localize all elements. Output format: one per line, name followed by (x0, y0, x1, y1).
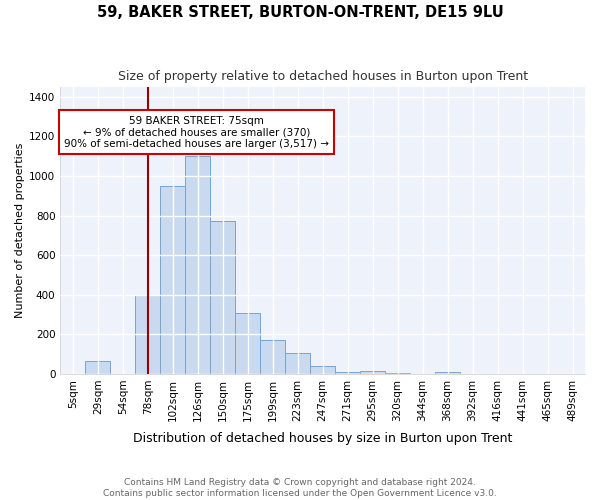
Bar (135, 294, 160, 374)
Text: 59, BAKER STREET, BURTON-ON-TRENT, DE15 9LU: 59, BAKER STREET, BURTON-ON-TRENT, DE15 … (97, 5, 503, 20)
Title: Size of property relative to detached houses in Burton upon Trent: Size of property relative to detached ho… (118, 70, 528, 83)
Bar (260, 340, 285, 374)
Bar (210, 220, 235, 374)
Text: 59 BAKER STREET: 75sqm
← 9% of detached houses are smaller (370)
90% of semi-det: 59 BAKER STREET: 75sqm ← 9% of detached … (64, 116, 329, 149)
Y-axis label: Number of detached properties: Number of detached properties (15, 142, 25, 318)
Bar (235, 312, 260, 374)
Bar (85, 361, 110, 374)
X-axis label: Distribution of detached houses by size in Burton upon Trent: Distribution of detached houses by size … (133, 432, 512, 445)
Bar (335, 372, 360, 374)
Bar (185, 156, 210, 374)
Bar (360, 371, 385, 374)
Bar (285, 353, 310, 374)
Bar (385, 373, 410, 374)
Bar (160, 186, 185, 374)
Text: Contains HM Land Registry data © Crown copyright and database right 2024.
Contai: Contains HM Land Registry data © Crown c… (103, 478, 497, 498)
Bar (435, 372, 460, 374)
Bar (310, 366, 335, 374)
